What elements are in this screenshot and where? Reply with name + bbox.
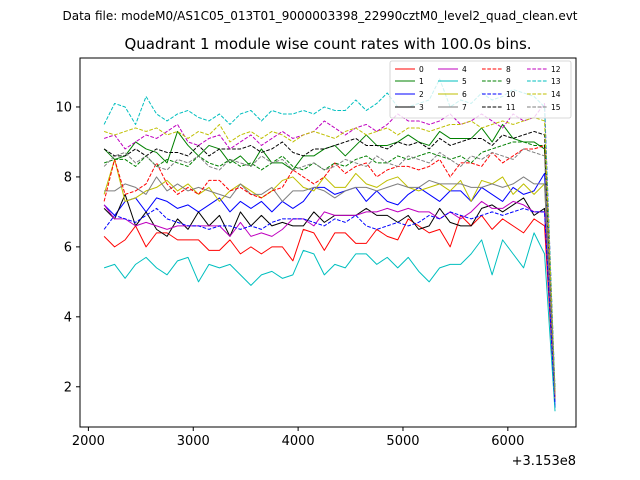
legend-label-4: 4 — [462, 65, 467, 74]
x-offset-label: +3.153e8 — [512, 454, 576, 469]
series-line-0 — [103, 214, 556, 401]
legend-label-7: 7 — [462, 103, 467, 112]
legend-label-14: 14 — [551, 90, 561, 99]
series-line-9 — [103, 141, 556, 391]
x-tick-label: 6000 — [491, 434, 524, 449]
legend-label-10: 10 — [506, 90, 516, 99]
chart-title: Quadrant 1 module wise count rates with … — [124, 35, 531, 53]
legend-label-6: 6 — [462, 90, 467, 99]
series-line-5 — [103, 232, 556, 412]
series-line-2 — [103, 172, 556, 408]
legend-label-11: 11 — [506, 103, 516, 112]
series-layer — [103, 78, 556, 412]
y-tick-label: 8 — [64, 170, 72, 185]
legend-label-2: 2 — [419, 90, 424, 99]
series-line-4 — [103, 200, 556, 398]
series-line-3 — [103, 193, 556, 398]
axes-frame — [79, 57, 577, 428]
series-line-10 — [103, 207, 556, 405]
y-tick-label: 10 — [55, 100, 72, 115]
legend-label-9: 9 — [506, 77, 511, 86]
legend-label-8: 8 — [506, 65, 511, 74]
legend-box — [389, 60, 572, 119]
plot-area — [80, 58, 576, 427]
series-line-15 — [103, 148, 556, 398]
legend-label-5: 5 — [462, 77, 467, 86]
series-line-7 — [104, 176, 556, 401]
series-line-8 — [103, 144, 556, 398]
legend-label-15: 15 — [551, 103, 561, 112]
legend-label-3: 3 — [419, 103, 424, 112]
legend-label-13: 13 — [551, 77, 561, 86]
y-tick-label: 6 — [64, 240, 72, 255]
series-line-14 — [103, 116, 556, 394]
legend-label-12: 12 — [551, 65, 561, 74]
series-line-11 — [103, 130, 556, 394]
y-tick-label: 2 — [64, 380, 72, 395]
data-file-suptitle: Data file: modeM0/AS1C05_013T01_90000033… — [62, 9, 577, 23]
series-line-12 — [103, 102, 556, 394]
y-tick-label: 4 — [64, 310, 72, 325]
x-tick-label: 5000 — [386, 434, 419, 449]
x-tick-label: 4000 — [282, 434, 315, 449]
x-tick-label: 3000 — [177, 434, 210, 449]
legend-label-1: 1 — [419, 77, 424, 86]
x-tick-label: 2000 — [72, 434, 105, 449]
legend-label-0: 0 — [419, 65, 424, 74]
series-line-1 — [103, 123, 556, 398]
series-line-6 — [103, 158, 556, 401]
